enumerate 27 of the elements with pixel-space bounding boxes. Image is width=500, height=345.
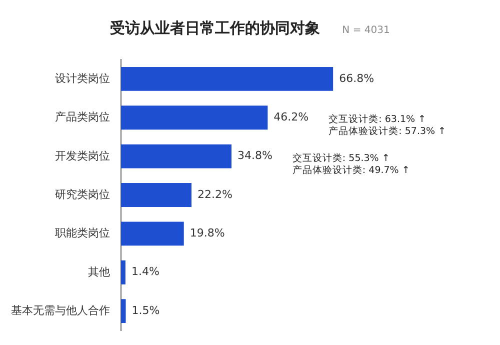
chart-title: 受访从业者日常工作的协同对象 <box>110 19 320 37</box>
data-label: 1.4% <box>131 265 160 278</box>
data-label: 66.8% <box>339 72 374 85</box>
text: N = 4031 <box>342 25 390 36</box>
annotation: 交互设计类: 63.1% ↑ <box>328 113 426 126</box>
data-label: 22.2% <box>197 188 232 201</box>
y-tick-label: 设计类岗位 <box>55 72 110 85</box>
data-label: 19.8% <box>190 226 225 240</box>
y-tick-label: 职能类岗位 <box>55 226 110 240</box>
bar <box>121 299 126 324</box>
bar <box>121 66 334 91</box>
y-tick-label: 开发类岗位 <box>55 149 110 162</box>
y-tick-label: 基本无需与他人合作 <box>11 304 110 318</box>
data-label: 34.8% <box>237 149 272 162</box>
annotation: 产品体验设计类: 57.3% ↑ <box>328 125 446 138</box>
y-tick-label: 其他 <box>88 265 110 278</box>
bar <box>121 222 184 246</box>
bar <box>121 106 268 130</box>
annotation: 交互设计类: 55.3% ↑ <box>292 152 390 164</box>
bar <box>121 260 126 284</box>
data-label: 1.5% <box>132 304 160 317</box>
bar <box>121 183 192 207</box>
data-label: 46.2% <box>274 110 309 124</box>
bar <box>121 144 232 168</box>
y-tick-label: 研究类岗位 <box>55 188 110 202</box>
annotation: 产品体验设计类: 49.7% ↑ <box>292 164 410 176</box>
y-tick-label: 产品类岗位 <box>55 110 110 124</box>
